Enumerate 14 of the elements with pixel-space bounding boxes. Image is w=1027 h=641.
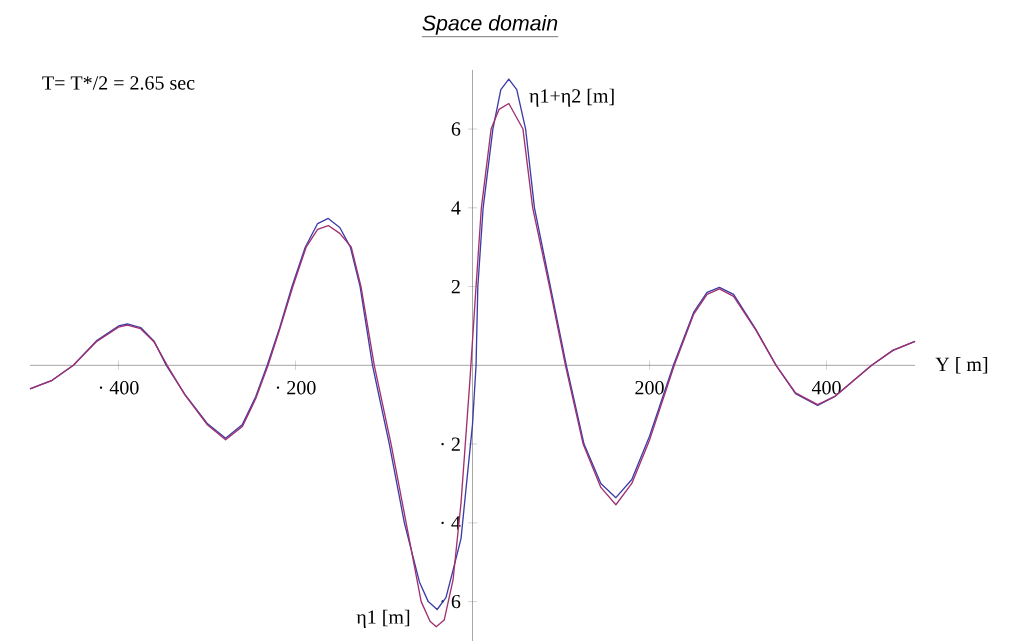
y-tick-label: 4 [451,201,461,215]
annotation: T= T*/2 = 2.65 sec [42,76,195,90]
y-tick-label: 2 [451,279,460,294]
x-axis-title: Y [ m] [935,356,988,374]
x-tick-label: · 200 [276,380,316,395]
chart-title: Space domain [422,14,558,35]
x-tick-label: 200 [635,380,664,395]
y-tick-label: 6 [451,122,461,136]
x-tick-label: 400 [811,380,841,395]
y-tick-label: · 2 [441,437,460,451]
y-tick-label: · 6 [441,594,461,609]
series-label: η1+η2 [m] [529,88,614,107]
series-label: η1 [m] [356,609,410,628]
x-tick-label: · 400 [99,380,139,395]
